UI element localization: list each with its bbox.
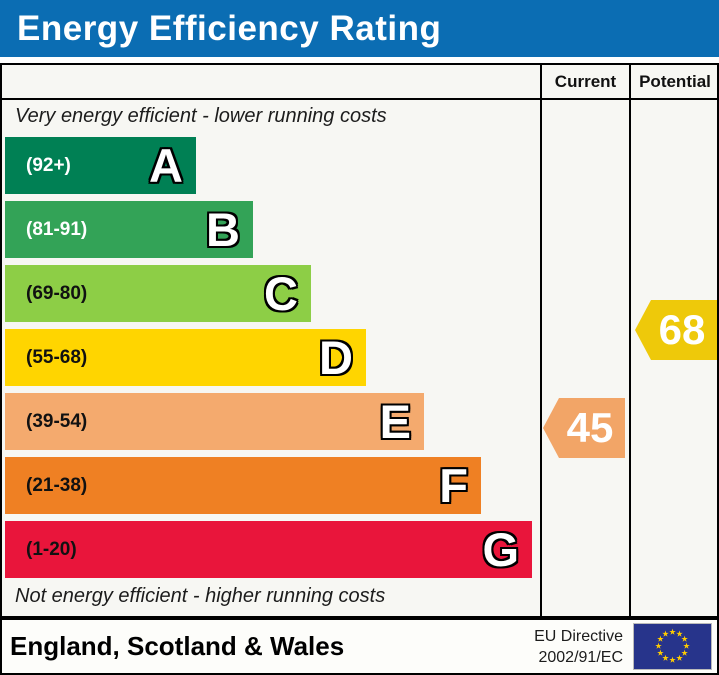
- band-range-label: (81-91): [26, 218, 88, 240]
- band-bar-d: (55-68) D: [5, 329, 366, 386]
- band-letter: E: [379, 395, 411, 448]
- band-letter: B: [206, 203, 240, 256]
- top-caption: Very energy efficient - lower running co…: [15, 105, 387, 127]
- band-row-e: (39-54) E: [5, 393, 424, 450]
- band-letter: C: [264, 267, 298, 320]
- band-letter: D: [319, 331, 353, 384]
- band-bar-f: (21-38) F: [5, 457, 481, 514]
- eu-directive-line2: 2002/91/EC: [538, 648, 623, 666]
- band-range-label: (92+): [26, 154, 71, 176]
- band-bar-e: (39-54) E: [5, 393, 424, 450]
- band-row-c: (69-80) C: [5, 265, 311, 322]
- band-letter: A: [149, 139, 183, 192]
- bottom-caption: Not energy efficient - higher running co…: [15, 585, 386, 607]
- potential-rating-pointer: 68: [635, 300, 717, 360]
- potential-column-header: Potential: [639, 71, 711, 91]
- band-row-b: (81-91) B: [5, 201, 253, 258]
- potential-rating-value: 68: [658, 306, 706, 353]
- band-range-label: (55-68): [26, 346, 88, 368]
- current-column-header: Current: [554, 71, 617, 91]
- page-title: Energy Efficiency Rating: [17, 8, 442, 48]
- band-bar-c: (69-80) C: [5, 265, 311, 322]
- band-row-f: (21-38) F: [5, 457, 481, 514]
- eu-directive-label: EU Directive 2002/91/EC: [534, 620, 623, 673]
- table-header: Current Potential: [2, 65, 717, 100]
- band-row-a: (92+) A: [5, 137, 196, 194]
- band-bar-b: (81-91) B: [5, 201, 253, 258]
- eu-flag-icon: [633, 623, 712, 670]
- band-range-label: (1-20): [26, 538, 77, 560]
- title-bar: Energy Efficiency Rating: [0, 0, 719, 57]
- potential-column-divider: [629, 65, 631, 616]
- band-range-label: (69-80): [26, 282, 88, 304]
- band-bar-a: (92+) A: [5, 137, 196, 194]
- band-row-d: (55-68) D: [5, 329, 366, 386]
- current-rating-value: 45: [566, 404, 614, 451]
- current-rating-pointer: 45: [543, 398, 625, 458]
- band-letter: G: [482, 523, 519, 576]
- band-range-label: (21-38): [26, 474, 88, 496]
- eu-directive-line1: EU Directive: [534, 627, 623, 645]
- band-row-g: (1-20) G: [5, 521, 532, 578]
- current-column-divider: [540, 65, 542, 616]
- band-range-label: (39-54): [26, 410, 88, 432]
- band-bar-g: (1-20) G: [5, 521, 532, 578]
- footer: England, Scotland & Wales EU Directive 2…: [0, 618, 719, 675]
- chart-area: Current Potential Very energy efficient …: [0, 63, 719, 618]
- region-label: England, Scotland & Wales: [10, 631, 345, 661]
- band-letter: F: [439, 459, 468, 512]
